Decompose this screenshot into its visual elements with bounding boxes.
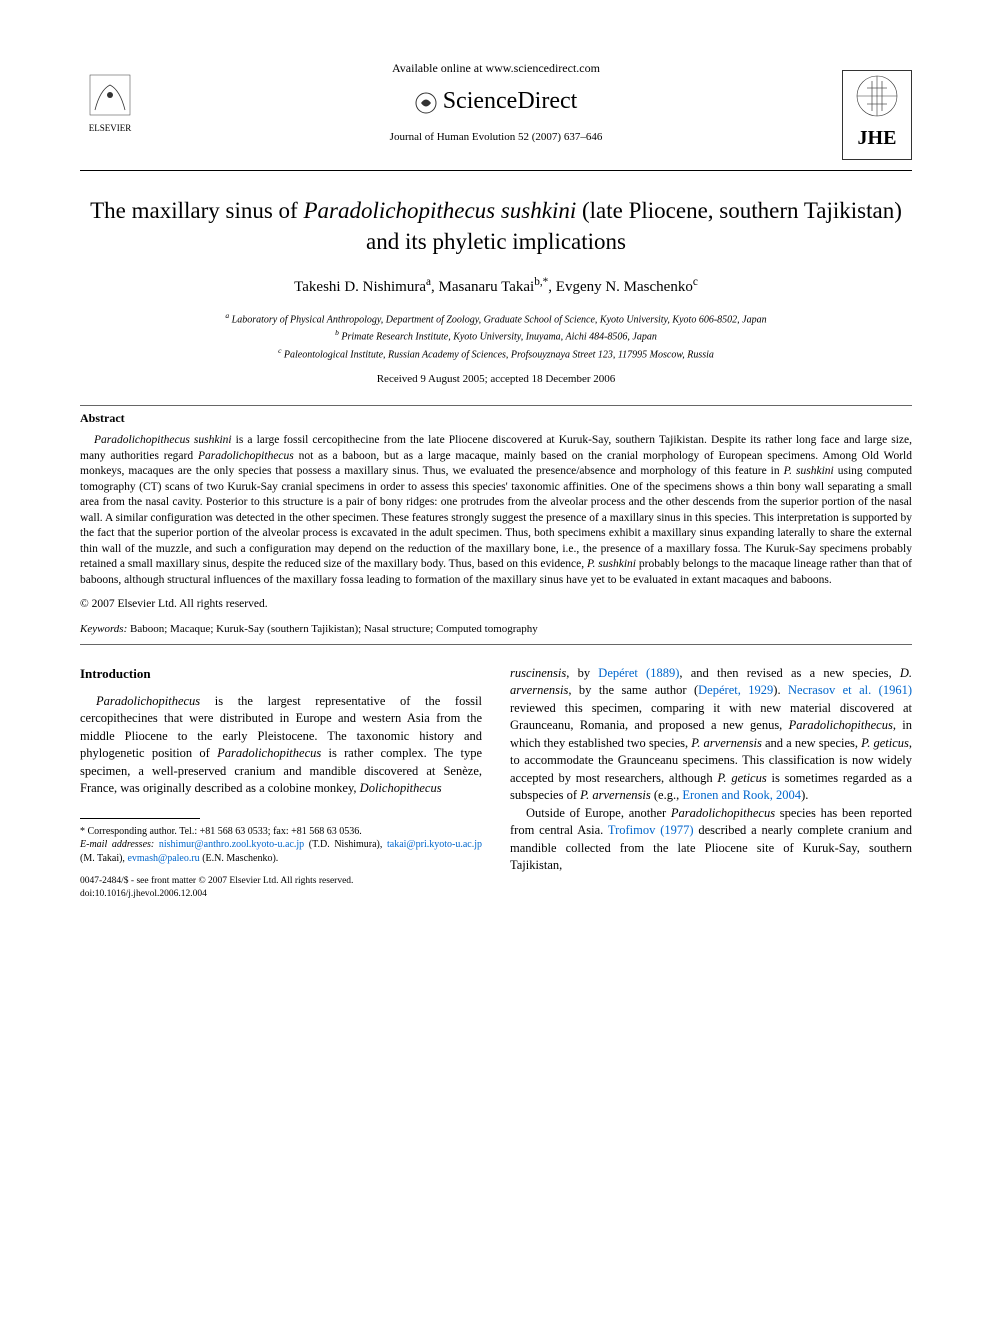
ref-necrasov-1961[interactable]: Necrasov et al. (1961) [788,683,912,697]
keywords-value: Baboon; Macaque; Kuruk-Say (southern Taj… [127,623,538,635]
c2-ital-5: P. geticus [861,736,909,750]
abstract-ital-2: Paradolichopithecus [198,450,294,462]
rule-top [80,170,912,171]
author-2: Masanaru Takai [438,279,534,295]
abstract-ital-3: P. sushkini [784,465,834,477]
article-dates: Received 9 August 2005; accepted 18 Dece… [80,372,912,387]
footnote-rule [80,818,200,819]
intro-heading: Introduction [80,665,482,683]
rule-below-keywords [80,644,912,645]
c2-t11: ). [801,788,808,802]
doi-line: doi:10.1016/j.jhevol.2006.12.004 [80,888,482,900]
email-who-3: (E.N. Maschenko). [200,853,279,864]
col2-para-2: Outside of Europe, another Paradolichopi… [510,805,912,875]
ref-deperet-1929[interactable]: Depéret, 1929 [698,683,773,697]
c2-ital-6: P. geticus [717,771,766,785]
email-who-2: (M. Takai), [80,853,127,864]
page-header: ELSEVIER JHE Available online at www.sci… [80,60,912,146]
sciencedirect-label: ScienceDirect [443,85,578,119]
keywords-label: Keywords: [80,623,127,635]
rule-above-abstract [80,405,912,406]
corresponding-author: * Corresponding author. Tel.: +81 568 63… [80,825,482,839]
affiliations: a Laboratory of Physical Anthropology, D… [80,310,912,362]
affil-a: Laboratory of Physical Anthropology, Dep… [232,314,767,325]
author-1: Takeshi D. Nishimura [294,279,426,295]
c2-t1: , by [566,666,598,680]
affil-c: Paleontological Institute, Russian Acade… [284,349,714,360]
c2-t10: (e.g., [651,788,683,802]
sciencedirect-icon [415,91,437,113]
email-label: E-mail addresses: [80,839,154,850]
c2-ital-3: Paradolichopithecus [789,718,893,732]
ref-deperet-1889[interactable]: Depéret (1889) [598,666,679,680]
abstract-heading: Abstract [80,410,912,427]
column-right: ruscinensis, by Depéret (1889), and then… [510,665,912,900]
email-who-1: (T.D. Nishimura), [304,839,387,850]
journal-citation: Journal of Human Evolution 52 (2007) 637… [80,130,912,145]
issn-line: 0047-2484/$ - see front matter © 2007 El… [80,875,482,887]
copyright-line: © 2007 Elsevier Ltd. All rights reserved… [80,596,912,612]
author-2-affil: b, [534,276,542,288]
c2-ital-1: ruscinensis [510,666,566,680]
keywords-line: Keywords: Baboon; Macaque; Kuruk-Say (so… [80,622,912,637]
intro-para-1: Paradolichopithecus is the largest repre… [80,693,482,798]
email-link-1[interactable]: nishimur@anthro.zool.kyoto-u.ac.jp [159,839,304,850]
title-italic: Paradolichopithecus sushkini [303,198,576,223]
c2-t2: , and then revised as a new species, [679,666,899,680]
article-title: The maxillary sinus of Paradolichopithec… [80,195,912,257]
ref-trofimov-1977[interactable]: Trofimov (1977) [608,823,694,837]
jhe-logo: JHE [842,70,912,160]
column-left: Introduction Paradolichopithecus is the … [80,665,482,900]
author-1-affil: a [426,276,431,288]
c2-ital-7: P. arvernensis [580,788,651,802]
elsevier-logo: ELSEVIER [80,70,140,140]
c2-p2-ital-1: Paradolichopithecus [671,806,775,820]
c1-ital-1: Paradolichopithecus [96,694,200,708]
c2-ital-4: P. arvernensis [691,736,762,750]
email-link-3[interactable]: evmash@paleo.ru [127,853,199,864]
c2-t7: and a new species, [762,736,861,750]
elsevier-label: ELSEVIER [80,122,140,135]
author-3-affil: c [693,276,698,288]
author-3: Evgeny N. Maschenko [556,279,693,295]
abstract-t3: using computed tomography (CT) scans of … [80,465,912,570]
title-part1: The maxillary sinus of [90,198,303,223]
c1-ital-3: Dolichopithecus [360,781,442,795]
author-2-corr: * [543,276,549,288]
col2-para-1: ruscinensis, by Depéret (1889), and then… [510,665,912,805]
ref-eronen-rook-2004[interactable]: Eronen and Rook, 2004 [682,788,801,802]
available-online-line: Available online at www.sciencedirect.co… [80,60,912,77]
abstract-body: Paradolichopithecus sushkini is a large … [80,433,912,588]
email-link-2[interactable]: takai@pri.kyoto-u.ac.jp [387,839,482,850]
email-addresses: E-mail addresses: nishimur@anthro.zool.k… [80,838,482,865]
c2-t3: , by the same author ( [568,683,698,697]
sciencedirect-logo: ScienceDirect [415,85,578,119]
authors-line: Takeshi D. Nishimuraa, Masanaru Takaib,*… [80,275,912,298]
c2-p2-t1: Outside of Europe, another [526,806,671,820]
body-columns: Introduction Paradolichopithecus is the … [80,665,912,900]
abstract-ital-1: Paradolichopithecus sushkini [94,434,232,446]
footnotes: * Corresponding author. Tel.: +81 568 63… [80,825,482,866]
affil-b: Primate Research Institute, Kyoto Univer… [341,332,657,343]
abstract-ital-4: P. sushkini [587,558,636,570]
c1-ital-2: Paradolichopithecus [217,746,321,760]
c2-t4: ). [773,683,788,697]
jhe-letters: JHE [845,124,909,152]
doi-block: 0047-2484/$ - see front matter © 2007 El… [80,875,482,900]
